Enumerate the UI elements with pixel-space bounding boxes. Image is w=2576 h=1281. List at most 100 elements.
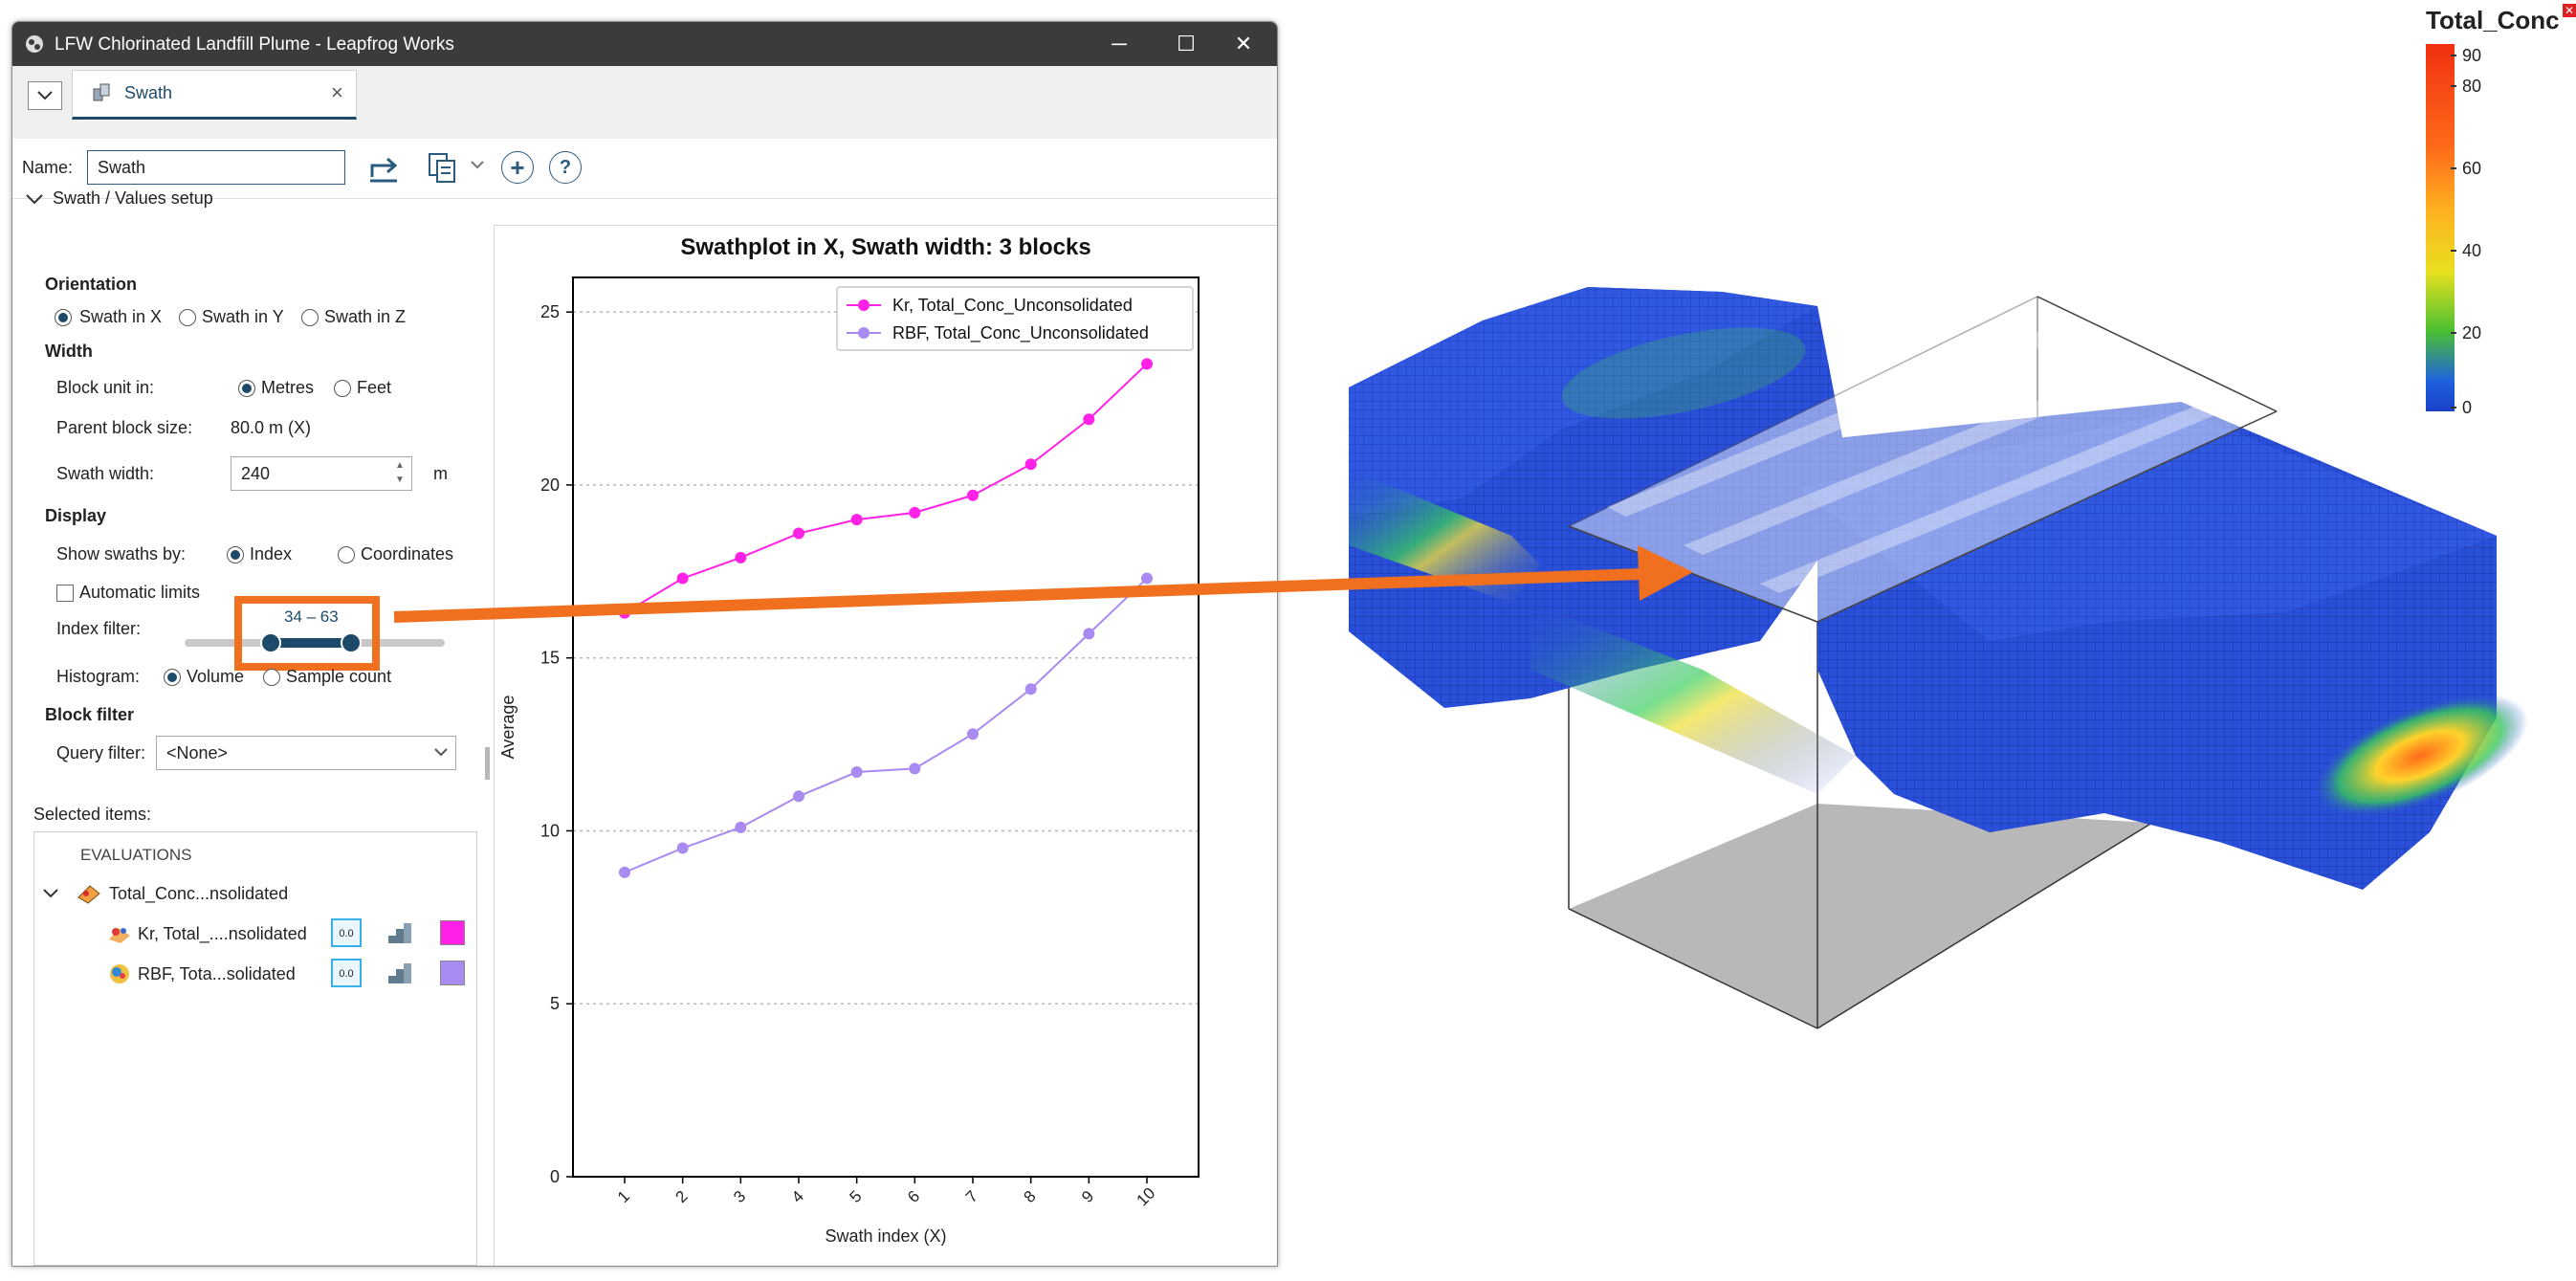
close-button[interactable]: ✕ bbox=[1234, 32, 1253, 55]
series-2-point bbox=[735, 821, 747, 833]
minimize-button[interactable]: ─ bbox=[1112, 32, 1127, 55]
query-filter-chevron-icon[interactable] bbox=[433, 747, 449, 759]
automatic-limits-label[interactable]: Automatic limits bbox=[79, 583, 201, 602]
copy-dropdown-chevron-icon[interactable] bbox=[470, 160, 485, 171]
radio-feet[interactable] bbox=[334, 380, 351, 397]
radio-swath-y[interactable] bbox=[179, 309, 196, 326]
legend-tick-label: 20 bbox=[2462, 323, 2482, 342]
tab-label: Swath bbox=[124, 83, 173, 102]
rbf-statistics-button[interactable]: 0.0 bbox=[331, 959, 362, 987]
x-tick-label: 4 bbox=[788, 1187, 807, 1206]
x-tick-label: 7 bbox=[962, 1187, 981, 1206]
evaluation-item-rbf-label[interactable]: RBF, Tota...solidated bbox=[138, 964, 296, 983]
tab-close-icon[interactable]: × bbox=[331, 80, 343, 104]
legend-title: Total_Conc bbox=[2426, 6, 2560, 34]
kr-series-color-swatch[interactable] bbox=[440, 920, 465, 945]
name-input[interactable]: Swath bbox=[87, 150, 345, 185]
help-icon[interactable]: ? bbox=[549, 151, 582, 184]
index-filter-range: 34 – 63 bbox=[284, 607, 339, 626]
orientation-title: Orientation bbox=[45, 275, 138, 294]
index-filter-max-handle[interactable] bbox=[341, 632, 362, 653]
swath-icon bbox=[93, 83, 110, 101]
swath-width-unit: m bbox=[433, 464, 448, 483]
legend-tick-mark bbox=[2451, 407, 2456, 409]
evaluation-parent-icon bbox=[77, 885, 100, 904]
series-2-point bbox=[1024, 683, 1037, 696]
y-tick-label: 25 bbox=[540, 302, 560, 321]
series-1-point bbox=[619, 607, 630, 619]
index-filter-min-handle[interactable] bbox=[260, 632, 281, 653]
name-label: Name: bbox=[22, 158, 74, 177]
leapfrog-window: LFW Chlorinated Landfill Plume - Leapfro… bbox=[11, 21, 1278, 1267]
legend-label-1: Kr, Total_Conc_Unconsolidated bbox=[892, 296, 1133, 316]
copy-icon[interactable] bbox=[424, 148, 462, 187]
histogram-label: Histogram: bbox=[56, 667, 141, 686]
y-tick-label: 20 bbox=[540, 475, 560, 495]
radio-volume[interactable] bbox=[164, 669, 181, 686]
grey-bounding-box bbox=[1568, 297, 2153, 1029]
x-tick-label: 8 bbox=[1021, 1187, 1040, 1206]
chart-title: Swathplot in X, Swath width: 3 blocks bbox=[680, 234, 1090, 260]
tab-swath[interactable]: Swath × bbox=[72, 70, 357, 120]
radio-feet-label[interactable]: Feet bbox=[357, 378, 392, 397]
radio-coordinates-label[interactable]: Coordinates bbox=[361, 544, 454, 563]
index-filter-selected-range bbox=[271, 638, 351, 648]
collapse-chevron-icon[interactable] bbox=[24, 192, 45, 208]
radio-sample-count[interactable] bbox=[263, 669, 280, 686]
width-title: Width bbox=[45, 342, 93, 361]
rbf-histogram-icon[interactable] bbox=[386, 961, 415, 985]
radio-swath-x-label[interactable]: Swath in X bbox=[79, 307, 163, 326]
toolbar: Name: Swath + ? bbox=[12, 139, 1277, 199]
radio-swath-z-label[interactable]: Swath in Z bbox=[324, 307, 407, 326]
legend-tick-label: 0 bbox=[2462, 398, 2473, 417]
x-axis-label: Swath index (X) bbox=[825, 1226, 946, 1246]
legend-close-icon[interactable]: ✕ bbox=[2563, 4, 2576, 17]
plot-frame bbox=[572, 276, 1200, 1178]
window-title: LFW Chlorinated Landfill Plume - Leapfro… bbox=[55, 34, 454, 55]
series-line-1 bbox=[624, 363, 1148, 614]
kr-statistics-button[interactable]: 0.0 bbox=[331, 918, 362, 947]
evaluation-parent-label[interactable]: Total_Conc...nsolidated bbox=[109, 884, 289, 903]
swath-width-label: Swath width: bbox=[56, 464, 155, 483]
add-icon[interactable]: + bbox=[501, 151, 534, 184]
series-2-point bbox=[1083, 628, 1095, 640]
query-filter-select[interactable]: <None> bbox=[156, 736, 456, 770]
x-tick-label: 6 bbox=[904, 1187, 923, 1206]
radio-coordinates[interactable] bbox=[338, 546, 355, 563]
display-title: Display bbox=[45, 506, 107, 525]
query-filter-label: Query filter: bbox=[56, 743, 146, 762]
radio-sample-count-label[interactable]: Sample count bbox=[286, 667, 392, 686]
radio-swath-y-label[interactable]: Swath in Y bbox=[202, 307, 284, 326]
rbf-evaluation-icon bbox=[110, 964, 129, 983]
export-icon[interactable] bbox=[366, 150, 403, 185]
legend-tick-mark bbox=[2451, 85, 2456, 87]
radio-index-label[interactable]: Index bbox=[250, 544, 293, 563]
kr-histogram-icon[interactable] bbox=[386, 920, 415, 945]
radio-index[interactable] bbox=[227, 546, 244, 563]
block-model-3d-view[interactable] bbox=[1320, 220, 2554, 1043]
radio-volume-label[interactable]: Volume bbox=[187, 667, 245, 686]
radio-metres[interactable] bbox=[238, 380, 255, 397]
radio-metres-label[interactable]: Metres bbox=[261, 378, 315, 397]
y-axis-label: Average bbox=[498, 696, 517, 760]
x-tick-label: 3 bbox=[730, 1187, 749, 1206]
chart-pane: Swathplot in X, Swath width: 3 blocks 0 5 1… bbox=[494, 225, 1277, 1266]
radio-swath-x[interactable] bbox=[55, 309, 72, 326]
series-2-point bbox=[909, 762, 921, 775]
evaluation-item-kr-label[interactable]: Kr, Total_....nsolidated bbox=[138, 924, 307, 943]
tree-expand-chevron-icon[interactable] bbox=[42, 888, 59, 901]
swath-width-input[interactable]: 240 bbox=[231, 456, 412, 491]
series-2-point bbox=[619, 866, 630, 878]
rbf-series-color-swatch[interactable] bbox=[440, 961, 465, 985]
y-tick-label: 0 bbox=[550, 1167, 560, 1186]
maximize-button[interactable]: ☐ bbox=[1177, 32, 1196, 55]
series-1-point bbox=[850, 514, 863, 526]
radio-swath-z[interactable] bbox=[301, 309, 319, 326]
automatic-limits-checkbox[interactable] bbox=[56, 585, 74, 602]
panel-splitter[interactable] bbox=[485, 747, 490, 780]
tab-list-dropdown[interactable] bbox=[28, 81, 62, 110]
legend-tick-mark bbox=[2451, 167, 2456, 169]
setup-header[interactable]: Swath / Values setup bbox=[53, 188, 213, 208]
title-bar[interactable]: LFW Chlorinated Landfill Plume - Leapfro… bbox=[12, 22, 1277, 66]
swath-width-spinner[interactable]: ▲ ▼ bbox=[395, 460, 405, 485]
